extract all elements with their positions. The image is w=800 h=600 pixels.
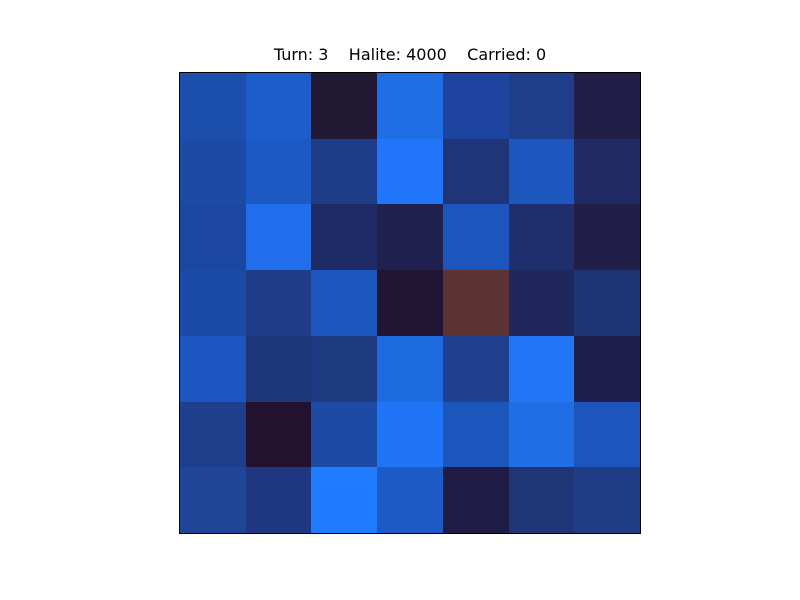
board-cell-4-5 (508, 335, 575, 402)
board-cell-1-6 (574, 138, 640, 205)
board-cell-4-3 (377, 335, 443, 402)
board-cell-6-2 (311, 467, 378, 533)
board-cell-2-2 (311, 204, 378, 271)
halite-value: 4000 (406, 45, 447, 64)
board-cell-0-3 (377, 73, 443, 139)
board-cell-5-5 (508, 401, 575, 468)
board-cell-2-4 (442, 204, 509, 271)
board-cell-5-3 (377, 401, 443, 468)
board-cell-2-0 (180, 204, 246, 271)
status-line: Turn: 3 Halite: 4000 Carried: 0 (0, 45, 800, 64)
board-cell-1-3 (377, 138, 443, 205)
carried-label: Carried: (467, 45, 531, 64)
halite-label: Halite: (348, 45, 402, 64)
board-cell-2-5 (508, 204, 575, 271)
carried-value: 0 (535, 45, 547, 64)
board-cell-0-5 (508, 73, 575, 139)
board-cell-1-2 (311, 138, 378, 205)
board-cell-1-5 (508, 138, 575, 205)
board-cell-1-0 (180, 138, 246, 205)
board-cell-5-4 (442, 401, 509, 468)
board-cell-4-2 (311, 335, 378, 402)
board-cell-4-1 (245, 335, 312, 402)
board-cell-3-6 (574, 270, 640, 336)
board-cell-6-5 (508, 467, 575, 533)
board-cell-6-1 (245, 467, 312, 533)
board-cell-4-0 (180, 335, 246, 402)
board-cell-6-0 (180, 467, 246, 533)
board-cell-0-1 (245, 73, 312, 139)
board-cell-6-4 (442, 467, 509, 533)
board-cell-1-1 (245, 138, 312, 205)
board-cell-6-3 (377, 467, 443, 533)
game-board (179, 72, 641, 534)
board-cell-5-1 (245, 401, 312, 468)
board-cell-3-2 (311, 270, 378, 336)
turn-label: Turn: (273, 45, 314, 64)
board-cell-0-2 (311, 73, 378, 139)
board-cell-6-6 (574, 467, 640, 533)
board-cell-5-2 (311, 401, 378, 468)
board-cell-0-0 (180, 73, 246, 139)
board-cell-4-4 (442, 335, 509, 402)
board-cell-2-1 (245, 204, 312, 271)
board-cell-1-4 (442, 138, 509, 205)
board-cell-0-4 (442, 73, 509, 139)
board-cell-2-6 (574, 204, 640, 271)
board-cell-5-6 (574, 401, 640, 468)
board-cell-4-6 (574, 335, 640, 402)
board-cell-3-3 (377, 270, 443, 336)
board-cell-3-4 (442, 270, 509, 336)
board-cell-3-0 (180, 270, 246, 336)
board-cell-3-5 (508, 270, 575, 336)
turn-value: 3 (318, 45, 329, 64)
board-cell-2-3 (377, 204, 443, 271)
board-cell-0-6 (574, 73, 640, 139)
board-cell-3-1 (245, 270, 312, 336)
board-cell-5-0 (180, 401, 246, 468)
